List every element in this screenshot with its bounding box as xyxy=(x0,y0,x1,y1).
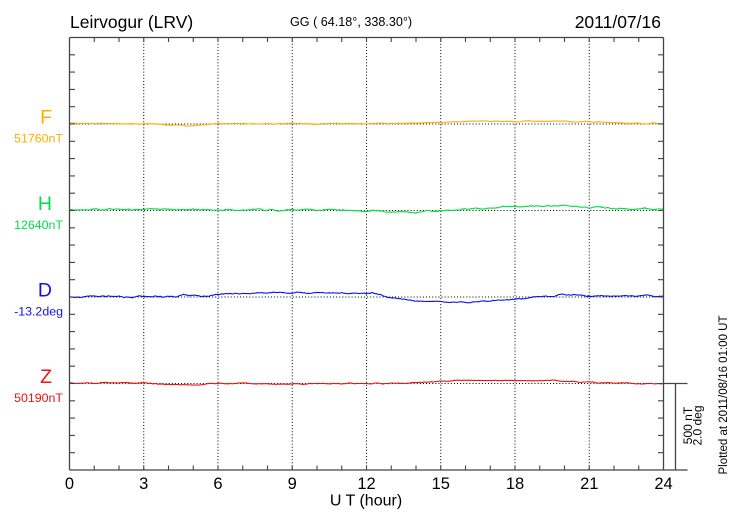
svg-text:Leirvogur (LRV): Leirvogur (LRV) xyxy=(70,12,193,32)
svg-text:Z: Z xyxy=(40,366,52,388)
svg-text:H: H xyxy=(38,193,52,215)
svg-text:24: 24 xyxy=(654,475,672,493)
svg-text:21: 21 xyxy=(580,475,598,493)
svg-text:D: D xyxy=(38,280,52,302)
svg-text:51760nT: 51760nT xyxy=(14,132,63,146)
svg-text:F: F xyxy=(40,107,52,129)
svg-text:GG ( 64.18°, 338.30°): GG ( 64.18°, 338.30°) xyxy=(290,15,412,29)
svg-text:12640nT: 12640nT xyxy=(14,218,63,232)
svg-text:6: 6 xyxy=(213,475,222,493)
svg-text:12: 12 xyxy=(357,475,375,493)
svg-text:-13.2deg: -13.2deg xyxy=(14,305,63,319)
svg-text:U T (hour): U T (hour) xyxy=(330,493,402,510)
svg-text:Plotted at 2011/08/16 01:00 UT: Plotted at 2011/08/16 01:00 UT xyxy=(718,316,730,475)
svg-text:50190nT: 50190nT xyxy=(14,391,63,405)
svg-text:3: 3 xyxy=(139,475,148,493)
svg-text:9: 9 xyxy=(288,475,297,493)
svg-text:2.0 deg: 2.0 deg xyxy=(691,405,705,445)
svg-text:0: 0 xyxy=(65,475,74,493)
svg-text:18: 18 xyxy=(506,475,524,493)
svg-text:15: 15 xyxy=(432,475,450,493)
svg-text:500 nT: 500 nT xyxy=(681,406,695,444)
svg-text:2011/07/16: 2011/07/16 xyxy=(575,12,661,32)
